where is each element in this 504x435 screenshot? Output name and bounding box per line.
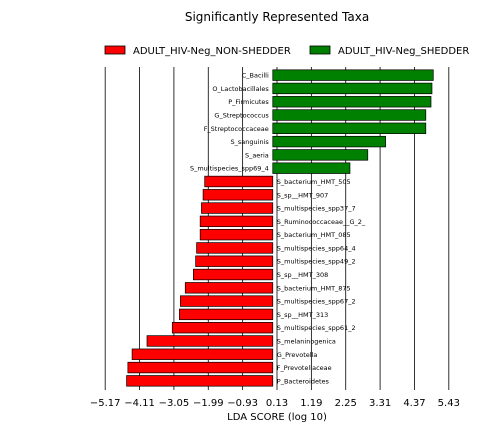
x-tick-label: 1.19: [300, 398, 322, 409]
bar-g-streptococcus: [272, 109, 427, 121]
bar-label: S_sp__HMT_907: [277, 191, 329, 199]
bar-s-sp-hmt-308: [193, 268, 274, 281]
legend-label-non-shedder: ADULT_HIV-Neg_NON-SHEDDER: [133, 46, 291, 57]
bar-label: S_bacterium_HMT_505: [277, 178, 351, 186]
bar-o-lactobacillales: [272, 82, 433, 95]
bar-s-aeria: [272, 149, 369, 161]
bar-label: S_melaninogenica: [277, 337, 336, 345]
bar-label: S_sp__HMT_313: [277, 311, 329, 319]
bar-s-multispecies-spp69-4: [272, 162, 351, 174]
bar-s-multispecies-spp67-2: [180, 295, 274, 307]
bar-label: O_Lactobacillales: [212, 85, 269, 93]
bar-label: S_multispecies_spp61_2: [277, 324, 356, 332]
x-tick-label: 0.13: [266, 398, 288, 409]
bar-p-bacteroidetes: [126, 375, 274, 387]
bar-s-melaninogenica: [146, 335, 274, 347]
x-tick-label: 3.31: [369, 398, 391, 409]
bar-s-multispecies-spp49-2: [195, 255, 274, 267]
bar-s-multispecies-spp37-7: [201, 202, 274, 214]
bar-label: P_Firmicutes: [228, 98, 269, 106]
bar-label: S_sp__HMT_308: [277, 271, 329, 279]
chart-title: Significantly Represented Taxa: [185, 10, 369, 24]
bar-label: S_multispecies_spp69_4: [190, 165, 269, 173]
x-tick-label: 5.43: [438, 398, 460, 409]
bar-label: P_Bacteroidetes: [277, 377, 330, 385]
bar-label: F_Streptococcaceae: [204, 125, 269, 133]
bar-labels: C_Bacilli O_Lactobacillales P_Firmicutes G_…: [190, 72, 366, 386]
bar-label: S_sanguinis: [231, 138, 270, 146]
bar-label: F_Prevotellaceae: [277, 364, 332, 372]
x-tick-label: −4.11: [124, 398, 155, 409]
legend-swatch-non-shedder: [104, 45, 126, 55]
bar-s-bacterium-hmt-085: [199, 228, 274, 241]
bar-s-sp-hmt-313: [179, 308, 274, 321]
x-tick-label: −5.17: [90, 398, 121, 409]
x-tick-label: −3.05: [159, 398, 190, 409]
bar-label: G_Streptococcus: [214, 112, 269, 120]
x-axis: −5.17 −4.11 −3.05 −1.99 −0.93 0.13 1.19 2.25 3.3…: [90, 386, 460, 409]
bar-label: S_multispecies_spp37_7: [277, 205, 356, 213]
bar-s-sanguinis: [272, 135, 386, 148]
legend-label-shedder: ADULT_HIV-Neg_SHEDDER: [338, 46, 469, 57]
bar-label: S_bacterium_HMT_085: [277, 231, 351, 239]
bar-label: G_Prevotella: [277, 351, 318, 359]
bar-s-bacterium-hmt-505: [204, 175, 274, 188]
bar-g-prevotella: [131, 348, 274, 360]
x-tick-label: 4.37: [403, 398, 425, 409]
bars: [126, 69, 434, 387]
bar-s-multispecies-spp64-4: [196, 242, 274, 254]
bar-f-prevotellaceae: [127, 361, 274, 374]
x-tick-label: −1.99: [193, 398, 224, 409]
x-axis-label: LDA SCORE (log 10): [227, 412, 327, 423]
bar-p-firmicutes: [272, 96, 432, 108]
bar-label: S_aeria: [245, 151, 269, 159]
bar-s-bacterium-hmt-875: [184, 282, 274, 294]
bar-f-streptococcaceae: [272, 122, 427, 134]
legend-swatch-shedder: [309, 45, 331, 55]
x-tick-label: −0.93: [227, 398, 258, 409]
bar-label: S_Ruminococcaceae__G_2_: [277, 218, 366, 226]
bar-label: S_multispecies_spp67_2: [277, 298, 356, 306]
bar-label: S_multispecies_spp49_2: [277, 258, 356, 266]
bar-s-sp-hmt-907: [202, 189, 274, 201]
bar-label: S_bacterium_HMT_875: [277, 284, 351, 292]
bar-s-ruminococcaceae-g-2: [199, 215, 274, 228]
bar-label: C_Bacilli: [242, 72, 269, 80]
x-tick-label: 2.25: [335, 398, 357, 409]
bar-c-bacilli: [272, 69, 434, 81]
bar-s-multispecies-spp61-2: [171, 322, 274, 334]
legend: ADULT_HIV-Neg_NON-SHEDDER ADULT_HIV-Neg_…: [104, 45, 469, 57]
bar-label: S_multispecies_spp64_4: [277, 244, 356, 252]
